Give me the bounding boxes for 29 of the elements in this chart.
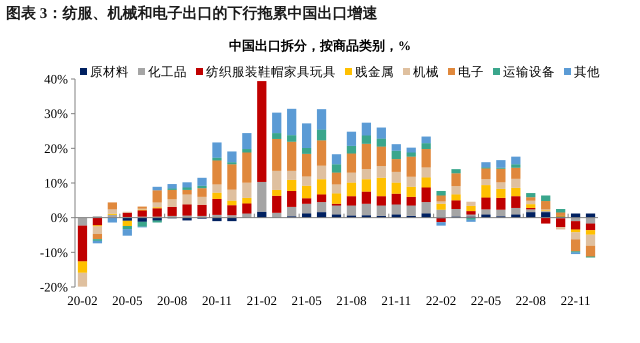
legend-label: 化工品 — [148, 65, 187, 79]
legend-label: 运输设备 — [503, 65, 555, 79]
chart-subtitle: 中国出口拆分，按商品类别，% — [229, 38, 411, 53]
y-tick-label: 30% — [44, 106, 68, 122]
x-tick-label: 22-02 — [426, 293, 456, 308]
x-tick-label: 20-08 — [156, 293, 188, 308]
y-tick-label: 0% — [50, 210, 68, 226]
legend-label: 原材料 — [90, 65, 129, 79]
chart-title: 图表 3：纺服、机械和电子出口的下行拖累中国出口增速 — [6, 4, 378, 22]
y-tick-label: -20% — [40, 280, 68, 294]
y-tick-label: 40% — [44, 72, 68, 86]
x-tick-label: 20-11 — [202, 293, 232, 308]
x-tick-label: 21-02 — [246, 293, 277, 308]
y-tick-label: 10% — [44, 176, 68, 190]
x-tick-label: 20-05 — [112, 293, 142, 308]
y-tick-label: -10% — [40, 244, 68, 260]
legend-label: 其他 — [574, 65, 600, 79]
legend-label: 机械 — [413, 65, 439, 79]
y-tick-label: 20% — [44, 140, 68, 156]
x-tick-label: 21-08 — [336, 293, 367, 308]
x-tick-label: 22-05 — [470, 293, 502, 308]
x-tick-label: 20-02 — [67, 293, 98, 308]
x-tick-label: 21-11 — [381, 293, 412, 308]
legend-label: 电子 — [458, 65, 484, 79]
x-tick-label: 22-08 — [516, 293, 546, 308]
legend-label: 纺织服装鞋帽家具玩具 — [206, 64, 336, 79]
x-tick-label: 21-05 — [291, 293, 322, 308]
legend-label: 贱金属 — [355, 65, 394, 79]
x-tick-label: 22-11 — [560, 293, 591, 308]
